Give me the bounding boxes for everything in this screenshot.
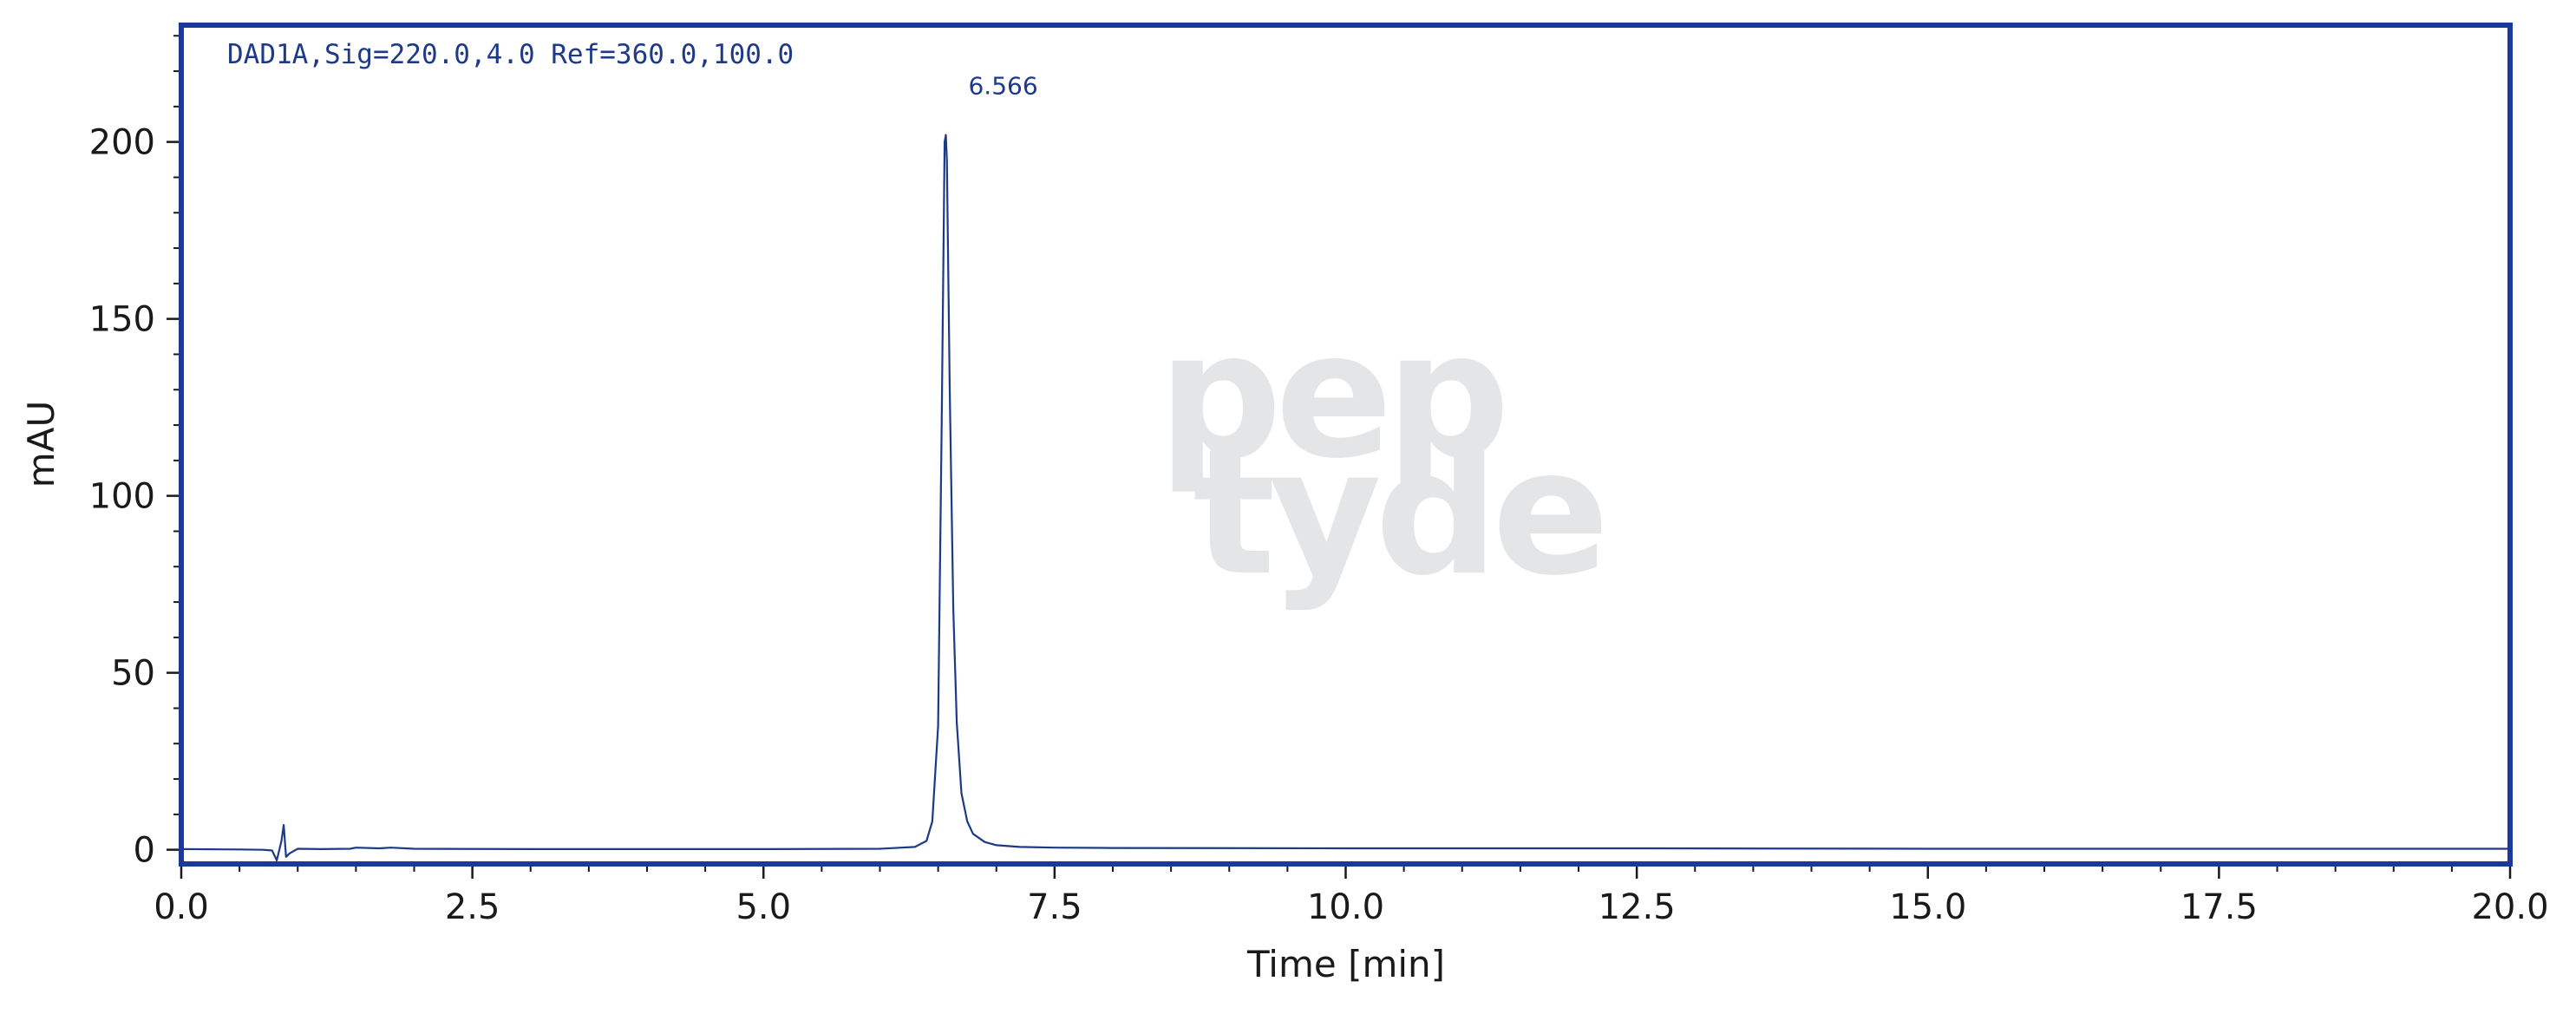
peak-label: 6.566 — [968, 71, 1037, 100]
x-tick-label: 2.5 — [445, 887, 500, 927]
x-tick-label: 5.0 — [736, 887, 791, 927]
x-tick-label: 0.0 — [154, 887, 209, 927]
y-tick-label: 0 — [134, 831, 155, 871]
peak-labels: 6.566 — [968, 71, 1037, 100]
y-axis-label: mAU — [20, 401, 62, 487]
watermark-line2: tyde — [1193, 412, 1603, 614]
watermark-line1: pep — [1158, 295, 1503, 497]
y-axis: 0 50 100 150 200 — [89, 35, 181, 871]
x-tick-label: 17.5 — [2180, 887, 2258, 927]
x-axis-label: Time [min] — [1246, 943, 1445, 985]
x-axis: 0.0 2.5 5.0 7.5 10.0 12.5 15.0 17.5 20.0 — [154, 864, 2549, 927]
signal-annotation: DAD1A,Sig=220.0,4.0 Ref=360.0,100.0 — [227, 39, 794, 70]
x-tick-label: 20.0 — [2471, 887, 2548, 927]
y-tick-label: 100 — [89, 477, 155, 517]
x-tick-label: 15.0 — [1889, 887, 1966, 927]
x-tick-label: 12.5 — [1599, 887, 1676, 927]
x-tick-label: 7.5 — [1027, 887, 1082, 927]
chromatogram-trace — [180, 134, 2510, 862]
plot-frame — [179, 23, 2513, 867]
y-tick-label: 50 — [111, 654, 155, 694]
y-tick-label: 200 — [89, 123, 155, 163]
watermark: pep tyde — [1158, 295, 1610, 614]
y-tick-label: 150 — [89, 300, 155, 340]
x-tick-label: 10.0 — [1307, 887, 1384, 927]
